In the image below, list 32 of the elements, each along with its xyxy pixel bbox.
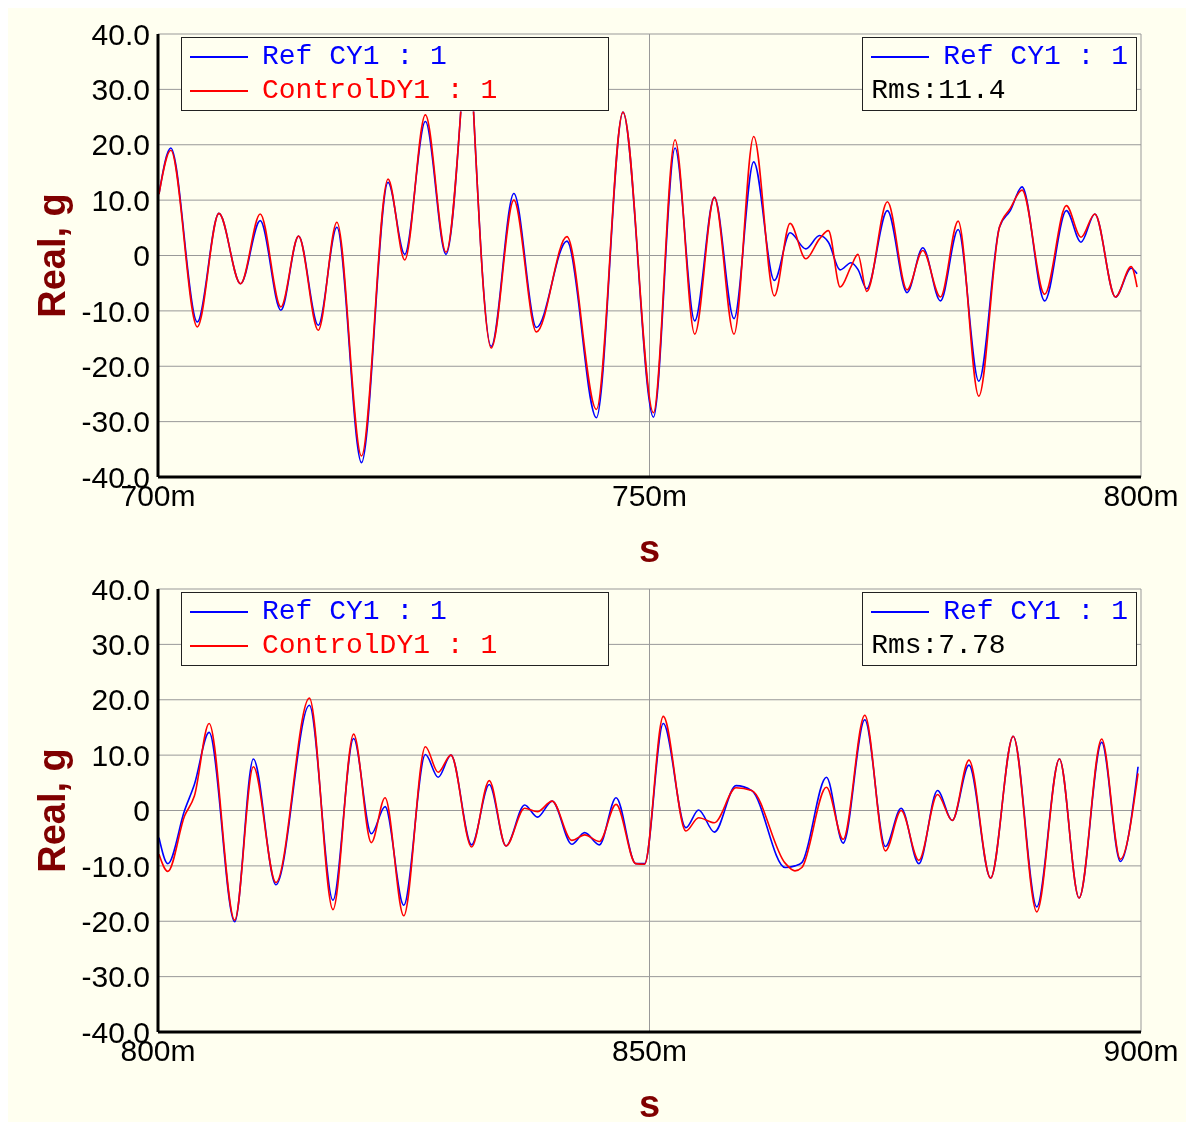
y-tick-label: -30.0 xyxy=(81,405,150,439)
x-tick-label: 800m xyxy=(1103,479,1179,513)
y-tick-label: 30.0 xyxy=(91,73,150,107)
y-tick-label: 40.0 xyxy=(91,572,150,606)
y-tick-label: 10.0 xyxy=(91,183,150,217)
y-tick-label: 30.0 xyxy=(91,628,150,662)
annotation: Rms:11.4 xyxy=(871,74,1007,108)
y-axis-title: Real, g xyxy=(31,193,74,318)
y-tick-label: 20.0 xyxy=(91,683,150,717)
x-tick-label: 900m xyxy=(1103,1034,1179,1068)
y-tick-label: -10.0 xyxy=(81,294,150,328)
y-tick-label: -10.0 xyxy=(81,849,150,883)
y-tick-label: 0 xyxy=(133,794,150,828)
annotation: Rms:7.78 xyxy=(871,629,1007,663)
x-axis-title: s xyxy=(638,528,661,570)
legend-label: ControlDY1 : 1 xyxy=(261,629,499,663)
x-tick-label: 750m xyxy=(611,479,688,513)
y-axis-title: Real, g xyxy=(31,748,74,873)
y-tick-label: 0 xyxy=(133,239,150,273)
y-tick-label: -30.0 xyxy=(81,960,150,994)
y-tick-label: -20.0 xyxy=(81,904,150,938)
y-tick-label: -20.0 xyxy=(81,349,150,383)
y-tick-label: 40.0 xyxy=(91,17,150,51)
y-tick-label: 10.0 xyxy=(91,738,150,772)
text: Ref CY1 : 1 xyxy=(943,41,1128,72)
x-axis-title: s xyxy=(638,1083,661,1122)
x-tick-label: 850m xyxy=(611,1034,688,1068)
legend-label: Ref CY1 : 1 xyxy=(261,40,448,74)
text: Ref CY1 : 1 xyxy=(943,596,1128,627)
y-tick-label: 20.0 xyxy=(91,128,150,162)
legend-label: ControlDY1 : 1 xyxy=(261,74,499,108)
legend-label: Ref CY1 : 1 xyxy=(261,595,448,629)
